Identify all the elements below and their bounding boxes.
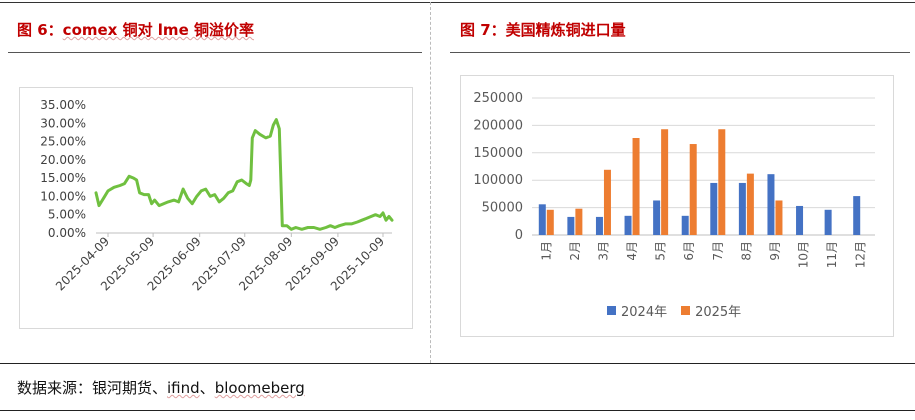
x-category-label: 9月: [768, 241, 782, 261]
bar-2025年-4月: [632, 138, 640, 235]
right-chart-title: 图 7：美国精炼铜进口量: [460, 21, 626, 39]
legend-label-2025: 2025年: [695, 305, 742, 320]
bar-2025年-9月: [775, 200, 783, 235]
bar-2024年-6月: [681, 215, 689, 235]
source-bottom-rule: [0, 410, 915, 411]
bar-2025年-5月: [661, 129, 669, 235]
premium-rate-line: [94, 118, 394, 231]
left-chart-title: 图 6：comex 铜对 lme 铜溢价率: [17, 19, 254, 40]
y-tick-label: 5.00%: [48, 208, 86, 222]
bar-legend: 2024年 2025年: [607, 301, 755, 320]
x-category-label: 3月: [596, 241, 610, 261]
right-title-rule: [450, 52, 910, 53]
y-tick-label: 10.00%: [40, 189, 86, 203]
bar-2025年-1月: [546, 209, 554, 235]
y-tick-label: 50000: [482, 201, 523, 216]
y-tick-label: 0.00%: [48, 226, 86, 240]
left-chart-frame: [19, 87, 413, 329]
y-tick-label: 200000: [473, 118, 523, 133]
y-tick-label: 25.00%: [40, 135, 86, 149]
x-category-label: 6月: [682, 241, 696, 261]
bar-2025年-6月: [689, 144, 697, 235]
source-separator: 、: [199, 379, 215, 397]
x-category-label: 1月: [539, 241, 553, 261]
bar-2024年-8月: [738, 182, 746, 235]
x-category-label: 4月: [625, 241, 639, 261]
y-tick-label: 20.00%: [40, 153, 86, 167]
left-title-prefix: 图 6：: [17, 21, 63, 39]
x-category-label: 12月: [854, 241, 868, 268]
bar-2024年-2月: [567, 216, 575, 235]
x-category-label: 11月: [825, 241, 839, 268]
legend-item-2025: 2025年: [681, 301, 741, 320]
bar-2024年-4月: [624, 215, 632, 235]
x-category-label: 8月: [739, 241, 753, 261]
left-title-main: comex 铜对 lme 铜溢价率: [62, 21, 254, 39]
y-tick-label: 0: [515, 228, 523, 243]
bar-2025年-7月: [718, 129, 726, 235]
source-prefix: 数据来源：银河期货、: [17, 379, 168, 397]
bar-2024年-5月: [653, 200, 661, 235]
bar-2024年-1月: [538, 204, 546, 235]
bar-2024年-7月: [710, 182, 718, 235]
x-category-label: 10月: [797, 241, 811, 268]
legend-swatch-2025: [681, 306, 691, 315]
legend-swatch-2024: [607, 306, 616, 315]
y-tick-label: 15.00%: [40, 171, 86, 185]
y-tick-label: 35.00%: [40, 98, 86, 112]
y-tick-label: 30.00%: [40, 116, 86, 130]
bar-2025年-8月: [746, 173, 754, 235]
y-tick-label: 100000: [473, 173, 523, 188]
bar-2024年-11月: [824, 209, 832, 235]
y-tick-label: 250000: [473, 91, 523, 106]
legend-item-2024: 2024年: [607, 301, 667, 320]
x-category-label: 5月: [654, 241, 668, 261]
figure-bottom-rule: [0, 363, 915, 364]
left-title-rule: [8, 52, 422, 53]
data-source: 数据来源：银河期货、ifind、bloomeberg: [17, 377, 305, 398]
bar-2025年-2月: [575, 208, 583, 235]
y-tick-label: 150000: [473, 146, 523, 161]
bar-2024年-12月: [853, 196, 861, 235]
source-ifind: ifind: [167, 379, 200, 397]
top-border: [0, 2, 915, 3]
bar-2024年-10月: [796, 205, 804, 235]
source-bloomberg: bloomeberg: [214, 379, 305, 397]
bar-2025年-3月: [603, 169, 611, 235]
x-category-label: 7月: [711, 241, 725, 261]
bar-2024年-3月: [595, 216, 603, 235]
bar-2024年-9月: [767, 174, 775, 235]
panel-separator: [430, 2, 431, 363]
right-chart-frame: [460, 75, 894, 337]
x-category-label: 2月: [568, 241, 582, 261]
legend-label-2024: 2024年: [621, 305, 668, 320]
